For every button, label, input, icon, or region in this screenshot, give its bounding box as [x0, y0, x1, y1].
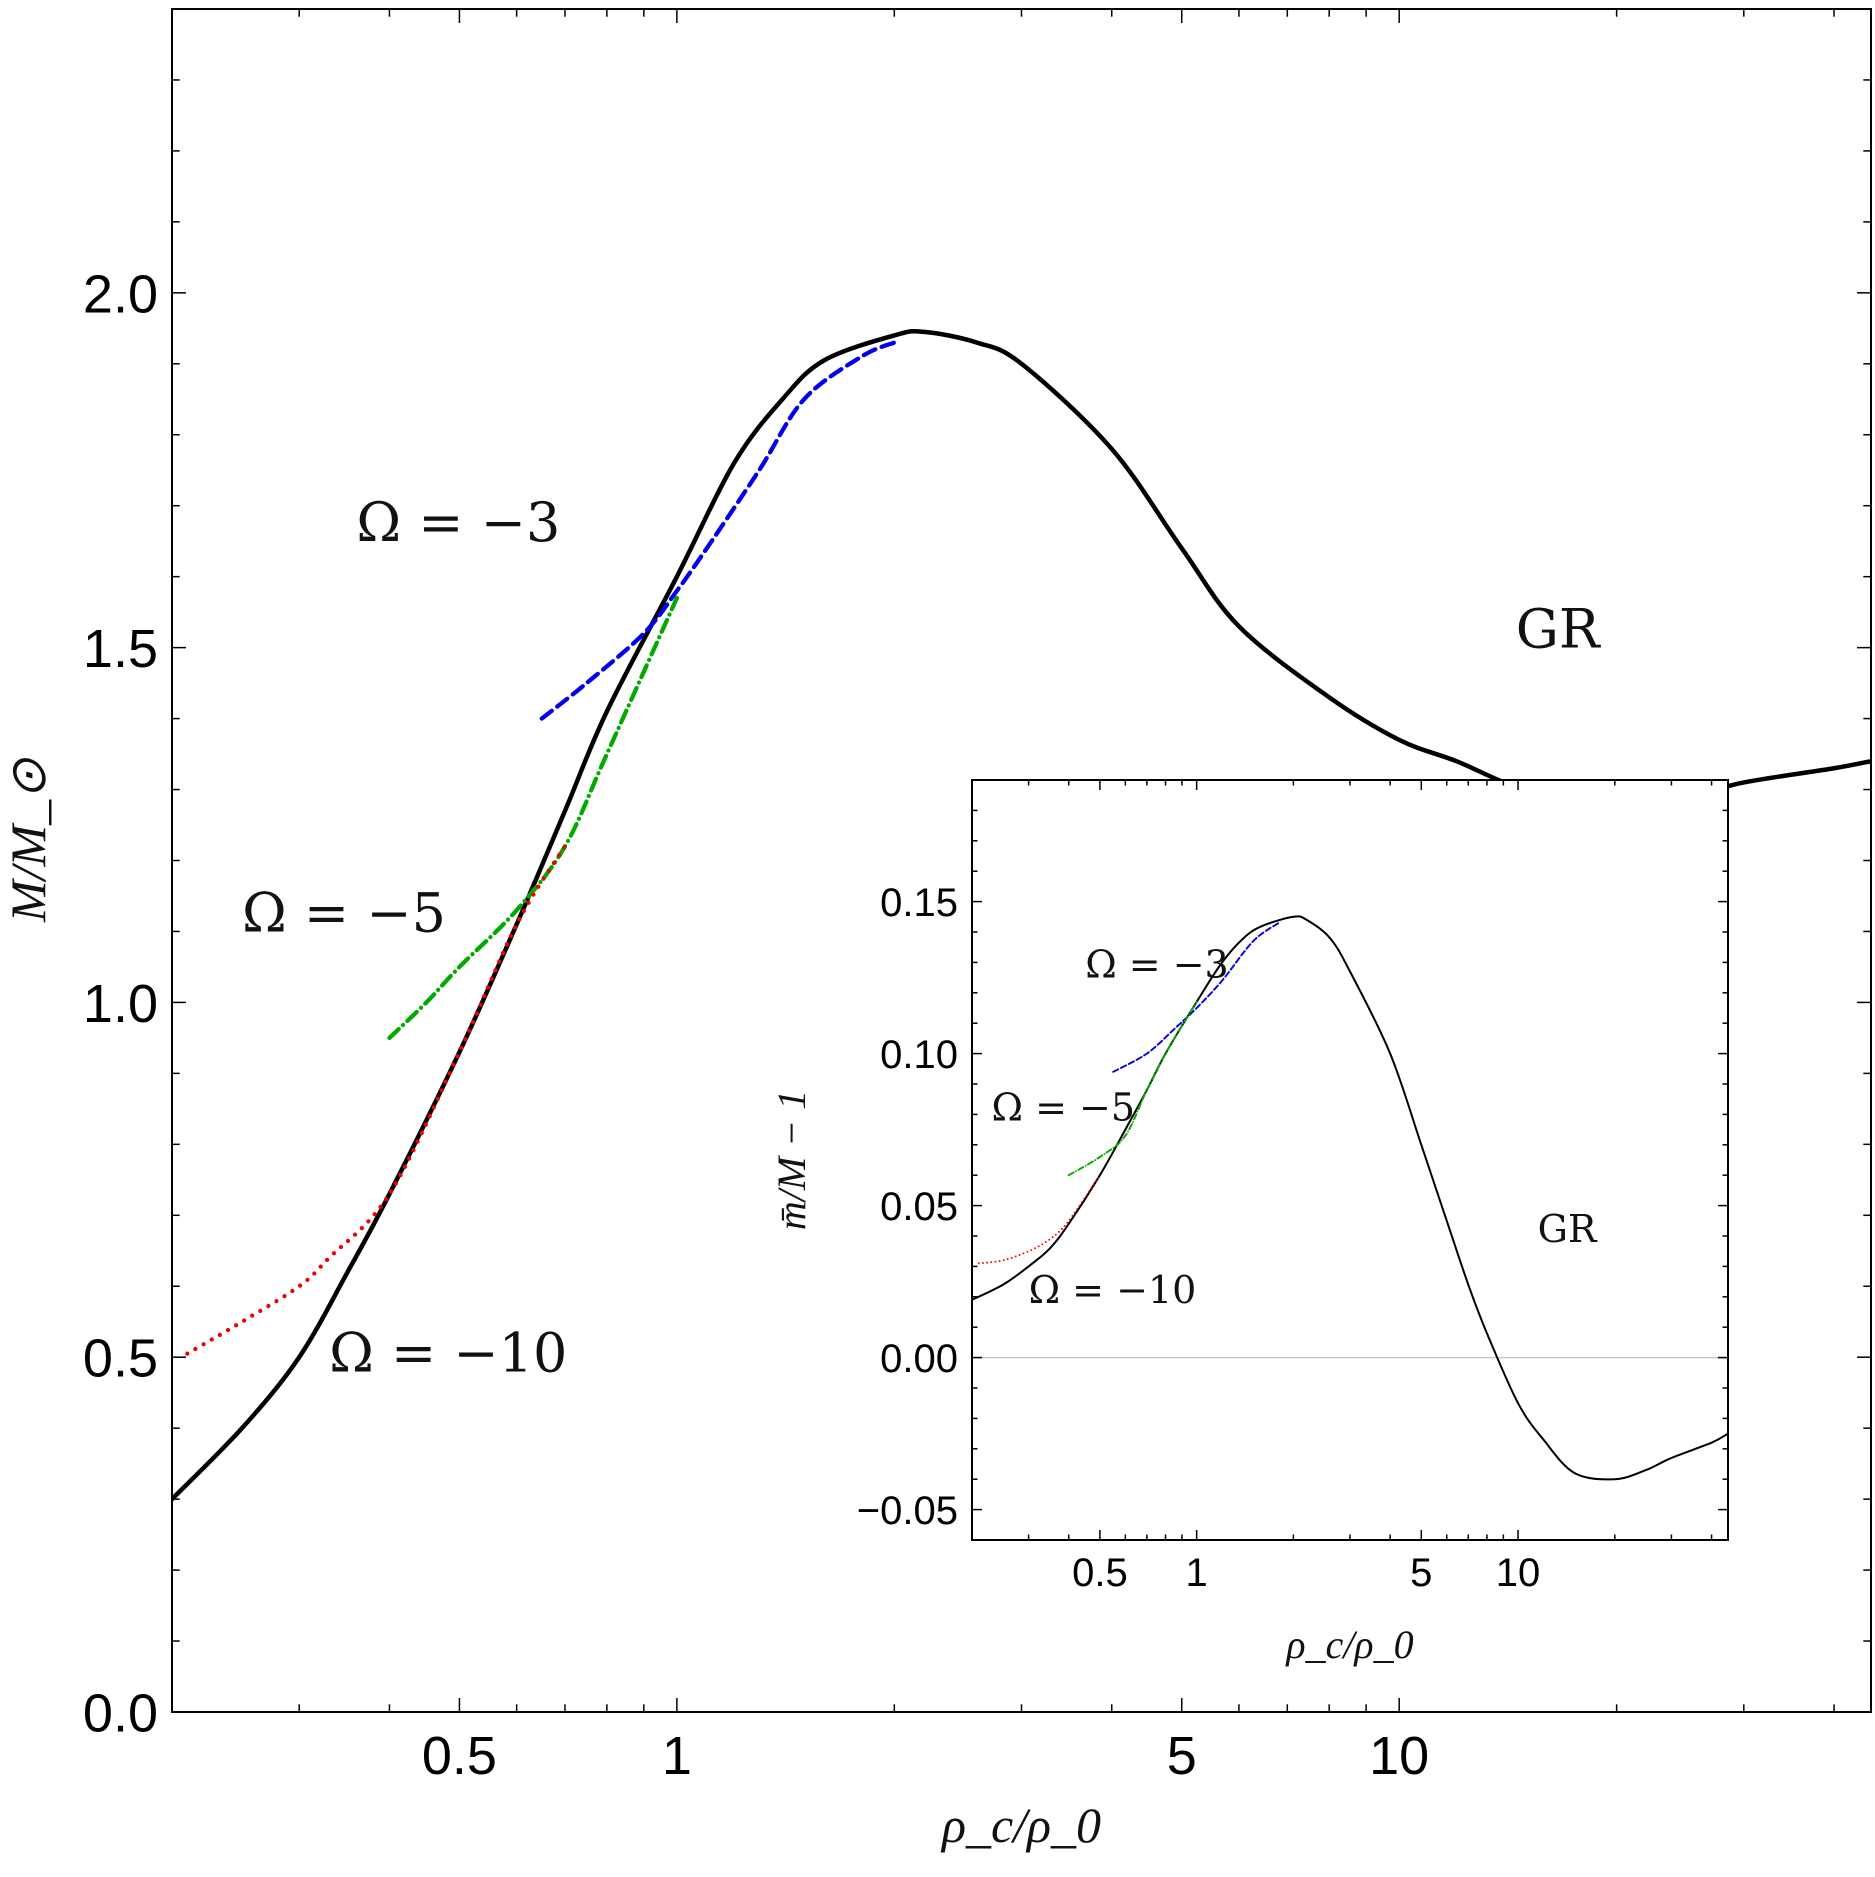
inset-y-tick-label: 0.10: [880, 1033, 958, 1077]
main-y-tick-label: 1.5: [83, 619, 158, 679]
main-annotation-label: Ω = −5: [242, 881, 446, 944]
inset-x-tick-label: 0.5: [1072, 1551, 1128, 1595]
main-x-tick-label: 1: [662, 1726, 692, 1786]
main-series-line-omega-1: [539, 340, 897, 721]
inset-x-minor-ticks: [971, 780, 1713, 1540]
main-annotation-label: Ω = −10: [329, 1321, 567, 1384]
inset-x-tick-label: 10: [1496, 1551, 1541, 1595]
main-y-tick-label: 2.0: [83, 264, 158, 324]
inset-annotation-label: GR: [1538, 1207, 1598, 1251]
inset-x-axis-label: ρ_c/ρ_0: [1284, 1622, 1413, 1667]
main-y-tick-label: 1.0: [83, 974, 158, 1034]
inset-annotation-label: Ω = −5: [992, 1085, 1136, 1129]
main-x-tick-label: 0.5: [422, 1726, 497, 1786]
inset-annotation-label: Ω = −10: [1029, 1268, 1197, 1312]
inset-series-line-omega-2: [1067, 1000, 1198, 1177]
inset-series-line-gr: [972, 915, 1728, 1481]
main-x-tick-label: 10: [1369, 1726, 1429, 1786]
main-y-axis-label: M/M_⊙: [0, 757, 56, 923]
inset-y-tick-label: 0.05: [880, 1185, 958, 1229]
main-x-tick-label: 5: [1167, 1726, 1197, 1786]
inset-chart: 0.5 1 5 10 −0.05 0.00 0.05 0.10 0.15 ρ_c/ρ_0 m̄/M …: [769, 779, 1729, 1667]
main-x-minor-ticks: [171, 9, 1835, 1712]
main-y-tick-label: 0.0: [83, 1683, 158, 1743]
main-x-axis-label: ρ_c/ρ_0: [940, 1797, 1101, 1853]
inset-y-tick-label: −0.05: [857, 1489, 958, 1533]
inset-y-tick-label: 0.15: [880, 881, 958, 925]
inset-series-group: [972, 915, 1728, 1481]
inset-y-axis-label: m̄/M − 1: [769, 1090, 814, 1230]
main-series-line-omega-3: [185, 844, 568, 1356]
inset-x-tick-label: 1: [1186, 1551, 1208, 1595]
main-annotation-label: GR: [1516, 598, 1601, 661]
inset-y-tick-label: 0.00: [880, 1337, 958, 1381]
main-annotation-label: Ω = −3: [356, 491, 560, 554]
inset-series-line-omega-1: [1112, 921, 1280, 1073]
main-y-tick-label: 0.5: [83, 1329, 158, 1389]
inset-x-tick-label: 5: [1410, 1551, 1432, 1595]
inset-plot-background: [972, 780, 1728, 1540]
inset-annotation-label: Ω = −3: [1085, 943, 1229, 987]
